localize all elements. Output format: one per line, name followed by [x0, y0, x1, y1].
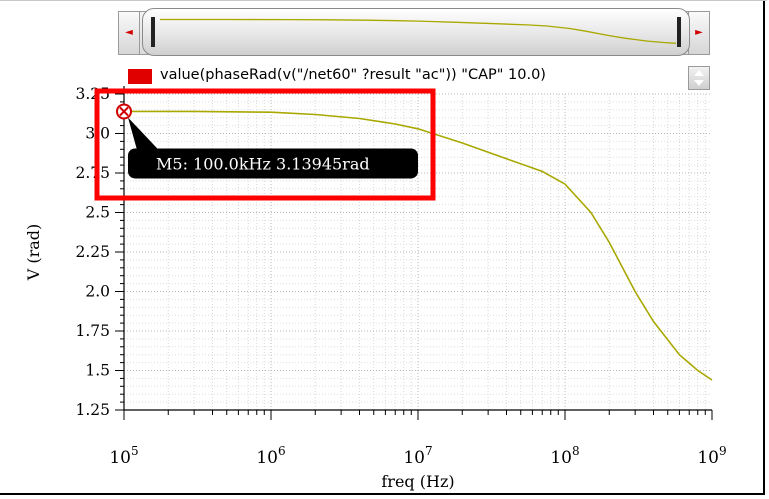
- legend-label: value(phaseRad(v("/net60" ?result "ac"))…: [160, 67, 546, 83]
- marker-callout-box: [128, 148, 418, 179]
- x-scroll-thumb[interactable]: [142, 8, 690, 56]
- x-axis-label: freq (Hz): [381, 472, 454, 491]
- y-tick-label: 3.25: [75, 85, 110, 103]
- x-tick-label: 109: [697, 444, 726, 468]
- grid: [123, 93, 712, 411]
- spin-up-icon[interactable]: [694, 70, 704, 76]
- y-tick-label: 2.0: [85, 283, 110, 301]
- legend-swatch: [128, 69, 152, 84]
- marker-cross: [119, 106, 129, 117]
- marker-label: M5: 100.0kHz 3.13945rad: [156, 154, 370, 173]
- y-tick-label: 2.75: [75, 164, 110, 182]
- thumb-right-grip-icon[interactable]: [677, 17, 681, 47]
- y-axis-label: V (rad): [24, 224, 43, 282]
- thumb-left-grip-icon[interactable]: [151, 17, 155, 47]
- x-tick-label: 106: [256, 444, 285, 468]
- series-line: [124, 110, 713, 381]
- y-tick-label: 1.75: [75, 322, 110, 340]
- y-tick-label: 2.25: [75, 243, 110, 261]
- scroll-right-arrow-icon: ►: [695, 27, 703, 38]
- y-tick-label: 1.25: [75, 401, 110, 419]
- scroll-left-button[interactable]: ◄: [118, 11, 140, 55]
- x-tick-label: 107: [403, 444, 432, 468]
- y-tick-label: 1.5: [85, 362, 110, 380]
- y-tick-label: 2.5: [85, 204, 110, 222]
- x-tick-label: 105: [109, 444, 138, 468]
- scroll-left-arrow-icon: ◄: [125, 27, 133, 38]
- spin-down-icon[interactable]: [694, 80, 704, 86]
- overview-curve: [160, 18, 677, 44]
- window-top-border: [0, 0, 767, 1]
- overview-svg: [160, 18, 677, 44]
- x-tick-label: 108: [550, 444, 579, 468]
- marker-callout-pointer: [128, 117, 162, 154]
- legend-spin-control[interactable]: [688, 66, 710, 90]
- marker-highlight-box: [94, 88, 436, 201]
- axes: [115, 86, 713, 420]
- marker-m5[interactable]: M5: 100.0kHz 3.13945rad: [116, 103, 418, 179]
